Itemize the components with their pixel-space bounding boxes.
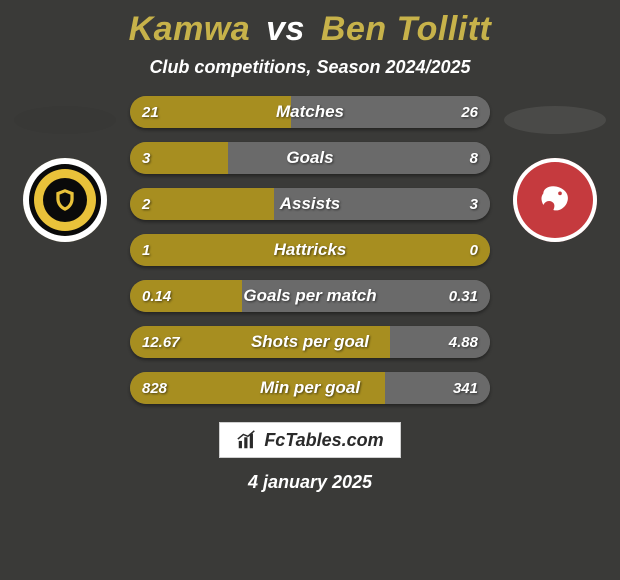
left-segment (130, 234, 490, 266)
right-side (500, 96, 610, 242)
right-segment (385, 372, 490, 404)
left-segment (130, 280, 242, 312)
shield-icon (52, 187, 78, 213)
stat-row: Goals per match0.140.31 (130, 280, 490, 312)
left-segment (130, 96, 291, 128)
player1-name: Kamwa (129, 10, 251, 48)
stat-row: Goals38 (130, 142, 490, 174)
comparison-card: Kamwa vs Ben Tollitt Club competitions, … (0, 0, 620, 580)
left-side (10, 96, 120, 242)
left-player-silhouette (14, 106, 116, 134)
right-segment (390, 326, 490, 358)
stats-bars: Matches2126 Goals38 Assists23 Hattricks10 Go… (130, 96, 490, 404)
brand-box: FcTables.com (219, 422, 400, 458)
right-segment (291, 96, 490, 128)
stat-row: Min per goal828341 (130, 372, 490, 404)
subtitle: Club competitions, Season 2024/2025 (0, 57, 620, 78)
bar-chart-icon (236, 429, 258, 451)
crest-inner (43, 178, 87, 222)
right-player-silhouette (504, 106, 606, 134)
left-segment (130, 188, 274, 220)
stat-row: Matches2126 (130, 96, 490, 128)
stat-row: Assists23 (130, 188, 490, 220)
stat-row: Hattricks10 (130, 234, 490, 266)
player2-name: Ben Tollitt (321, 10, 491, 48)
shrimp-icon (535, 180, 575, 220)
left-segment (130, 372, 385, 404)
stat-row: Shots per goal12.674.88 (130, 326, 490, 358)
right-segment (242, 280, 490, 312)
right-segment (274, 188, 490, 220)
right-segment (228, 142, 490, 174)
main-row: Matches2126 Goals38 Assists23 Hattricks10 Go… (0, 96, 620, 404)
vs-text: vs (266, 10, 305, 48)
left-segment (130, 142, 228, 174)
morecambe-crest (513, 158, 597, 242)
date-text: 4 january 2025 (248, 472, 372, 493)
page-title: Kamwa vs Ben Tollitt (0, 10, 620, 49)
newport-county-crest (23, 158, 107, 242)
brand-text: FcTables.com (264, 430, 383, 451)
left-segment (130, 326, 390, 358)
footer: FcTables.com 4 january 2025 (0, 422, 620, 493)
